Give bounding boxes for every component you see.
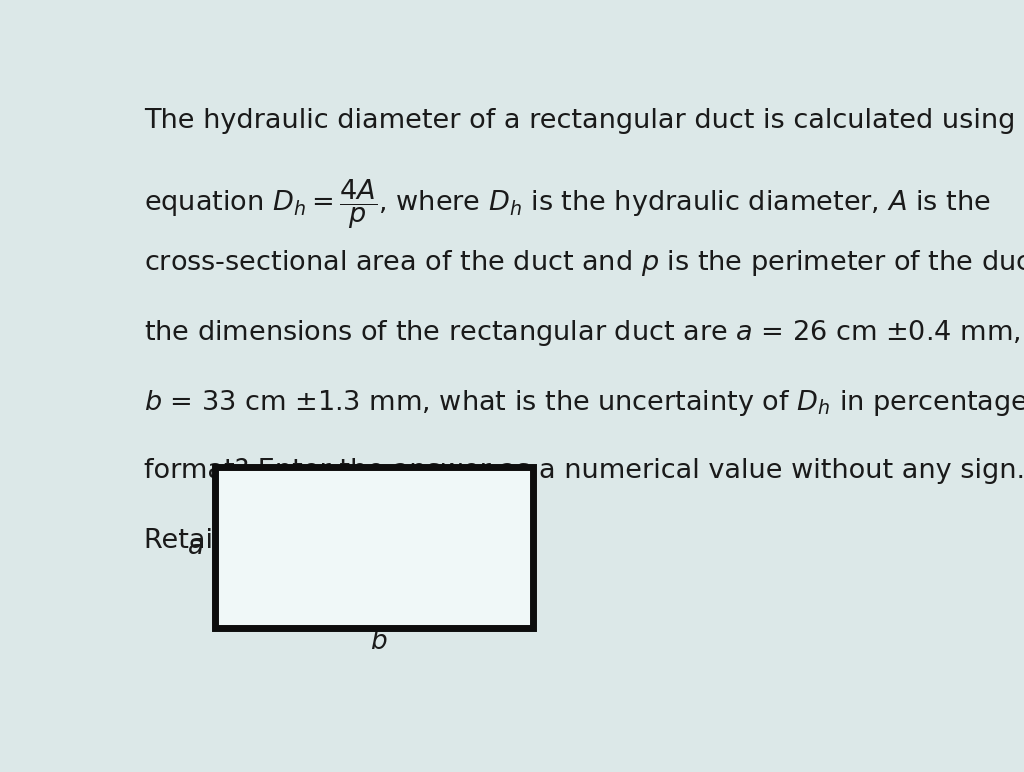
- Bar: [215, 467, 532, 628]
- Text: the dimensions of the rectangular duct are $a$ = 26 cm ±0.4 mm, and: the dimensions of the rectangular duct a…: [143, 318, 1024, 348]
- Text: The hydraulic diameter of a rectangular duct is calculated using the: The hydraulic diameter of a rectangular …: [143, 107, 1024, 134]
- Text: equation $D_h = \dfrac{4A}{p}$, where $D_h$ is the hydraulic diameter, $A$ is th: equation $D_h = \dfrac{4A}{p}$, where $D…: [143, 178, 990, 231]
- Text: a: a: [187, 534, 204, 560]
- Text: format? Enter the answer as a numerical value without any sign.: format? Enter the answer as a numerical …: [143, 459, 1024, 484]
- Text: b: b: [370, 629, 387, 655]
- Text: Retain 3 significant figures.: Retain 3 significant figures.: [143, 528, 515, 554]
- Text: cross-sectional area of the duct and $p$ is the perimeter of the duct. If: cross-sectional area of the duct and $p$…: [143, 248, 1024, 278]
- Text: $b$ = 33 cm ±1.3 mm, what is the uncertainty of $D_h$ in percentage: $b$ = 33 cm ±1.3 mm, what is the uncerta…: [143, 388, 1024, 418]
